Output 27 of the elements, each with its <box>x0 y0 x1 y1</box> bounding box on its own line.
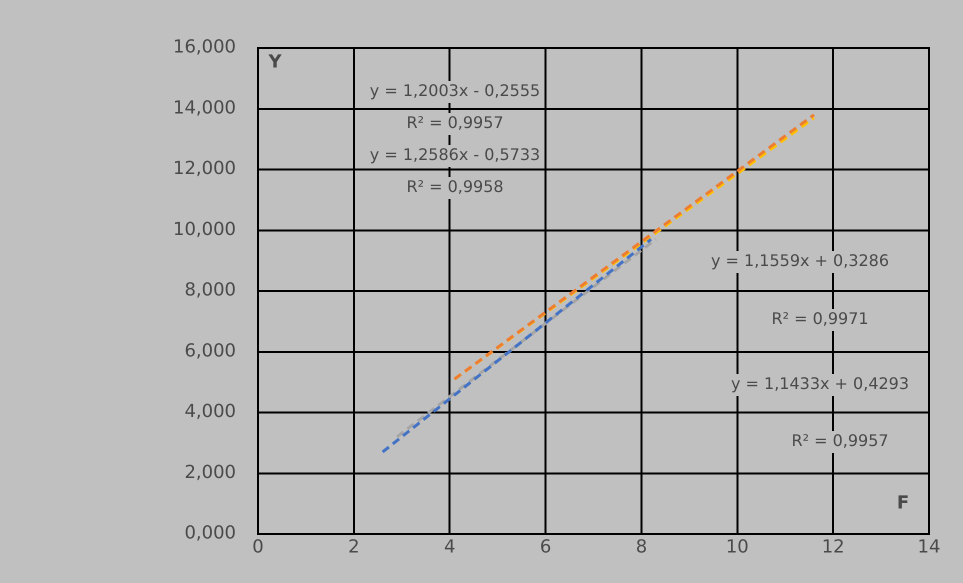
x-axis-title: F <box>896 492 910 514</box>
y-tick-label: 4,000 <box>184 401 236 422</box>
annotation: R² = 0,9958 <box>406 177 504 196</box>
annotation: R² = 0,9957 <box>791 431 889 450</box>
y-tick-label: 2,000 <box>184 462 236 483</box>
annotation: R² = 0,9971 <box>771 309 869 328</box>
y-tick-label: 6,000 <box>184 340 236 362</box>
x-tick-label: 6 <box>540 536 552 558</box>
y-tick-label: 0,000 <box>184 522 236 544</box>
annotation: y = 1,2003x - 0,2555 <box>370 81 540 100</box>
x-tick-label: 12 <box>822 536 845 558</box>
y-tick-label: 10,000 <box>173 218 236 240</box>
y-tick-label: 8,000 <box>184 280 236 301</box>
x-tick-label: 8 <box>636 536 648 558</box>
annotation: R² = 0,9957 <box>406 113 504 132</box>
x-tick-label: 14 <box>918 536 940 558</box>
x-tick-label: 10 <box>726 536 749 558</box>
y-tick-label: 12,000 <box>173 158 236 180</box>
y-axis-title: Y <box>267 52 282 73</box>
annotation: y = 1,1559x + 0,3286 <box>710 251 890 270</box>
x-tick-label: 2 <box>348 536 360 558</box>
annotation: y = 1,1433x + 0,4293 <box>730 374 910 394</box>
y-tick-label: 14,000 <box>173 97 236 118</box>
annotation: y = 1,2586x - 0,5733 <box>370 145 540 164</box>
x-tick-label: 0 <box>252 536 264 558</box>
y-tick-label: 16,000 <box>173 36 236 58</box>
x-tick-label: 4 <box>444 536 456 558</box>
